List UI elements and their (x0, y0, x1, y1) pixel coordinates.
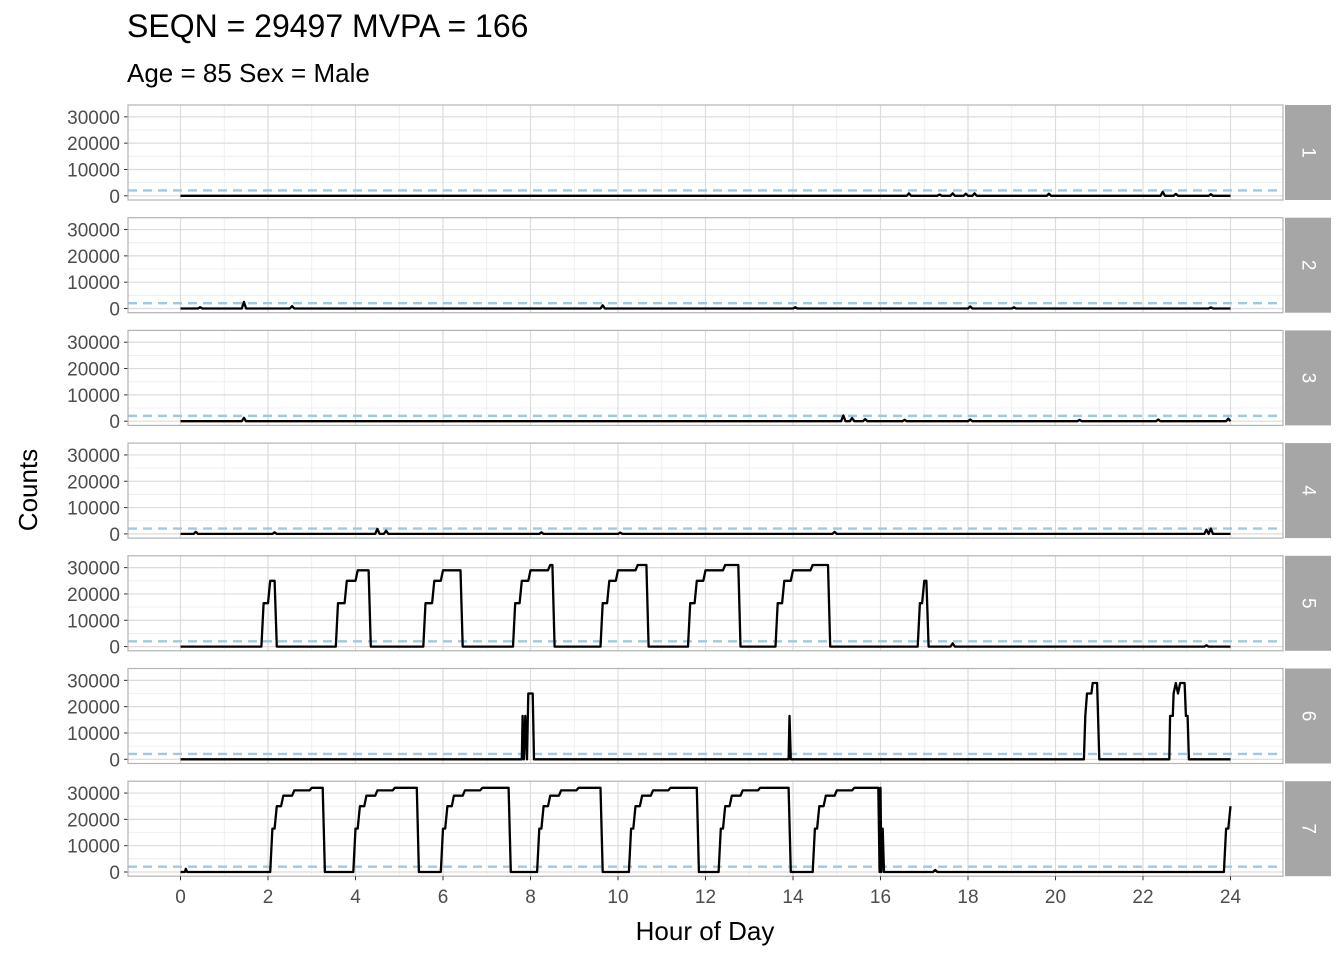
y-tick-label: 30000 (67, 559, 120, 580)
panel-border (127, 217, 1284, 314)
facet-strip (1285, 781, 1331, 877)
chart-title: SEQN = 29497 MVPA = 166 (127, 8, 529, 44)
panel-border (127, 329, 1284, 426)
y-tick-label: 10000 (67, 499, 120, 520)
panel-4: 0 10000 20000 30000 4 (67, 442, 1331, 546)
series-line-day-6 (180, 681, 1231, 761)
facet-strip (1285, 555, 1331, 651)
y-tick-label: 20000 (67, 585, 120, 606)
x-tick-label: 4 (350, 887, 361, 908)
facet-strip-label: 7 (1298, 823, 1319, 834)
facet-strip (1285, 443, 1331, 539)
y-tick-label: 20000 (67, 247, 120, 268)
y-tick-label: 0 (109, 863, 120, 884)
chart-subtitle: Age = 85 Sex = Male (127, 58, 370, 88)
y-tick-label: 20000 (67, 472, 120, 493)
panel-1: 0 10000 20000 30000 1 (67, 104, 1331, 208)
x-axis: 0 2 4 6 8 10 12 14 16 18 20 22 24 (175, 876, 1241, 908)
y-tick-label: 10000 (67, 837, 120, 858)
series-line-day-2 (180, 300, 1231, 310)
facet-strip-label: 3 (1298, 373, 1319, 384)
x-tick-label: 12 (695, 887, 716, 908)
y-axis-title: Counts (13, 449, 43, 531)
y-tick-label: 0 (109, 525, 120, 546)
panel-border (127, 667, 1284, 765)
facet-strip-label: 5 (1298, 598, 1319, 609)
panel-3: 0 10000 20000 30000 3 (67, 329, 1331, 433)
x-tick-label: 2 (263, 887, 274, 908)
panel-border (127, 104, 1284, 201)
x-tick-label: 22 (1132, 887, 1153, 908)
y-tick-label: 30000 (67, 333, 120, 354)
panel-6: 0 10000 20000 30000 6 (67, 667, 1331, 771)
panel-7: 0 10000 20000 30000 7 (67, 780, 1331, 884)
x-tick-label: 24 (1220, 887, 1242, 908)
y-tick-label: 30000 (67, 671, 120, 692)
facet-strip (1285, 217, 1331, 313)
y-tick-label: 0 (109, 638, 120, 659)
panel-5: 0 10000 20000 30000 5 (67, 555, 1331, 659)
facet-strip-label: 1 (1298, 147, 1319, 158)
y-tick-label: 30000 (67, 784, 120, 805)
y-tick-label: 20000 (67, 134, 120, 155)
y-tick-label: 10000 (67, 273, 120, 294)
facet-strip-label: 2 (1298, 260, 1319, 271)
panels-layer: 0100002000030000101000020000300002010000… (67, 104, 1331, 884)
y-tick-label: 10000 (67, 160, 120, 181)
y-tick-label: 10000 (67, 724, 120, 745)
panel-2: 0 10000 20000 30000 2 (67, 217, 1331, 320)
series-line-day-3 (180, 414, 1232, 423)
y-tick-label: 0 (109, 750, 120, 771)
y-tick-label: 0 (109, 299, 120, 320)
y-tick-label: 30000 (67, 446, 120, 467)
series-line-day-7 (180, 786, 1232, 874)
y-tick-label: 10000 (67, 611, 120, 632)
x-tick-label: 18 (957, 887, 978, 908)
y-tick-label: 30000 (67, 108, 120, 129)
facet-strip (1285, 330, 1331, 426)
panel-border (127, 442, 1284, 539)
y-tick-label: 0 (109, 412, 120, 433)
panel-border (127, 555, 1284, 652)
x-tick-label: 14 (782, 887, 804, 908)
y-tick-label: 20000 (67, 698, 120, 719)
facet-strip (1285, 105, 1331, 200)
y-tick-label: 20000 (67, 810, 120, 831)
y-tick-label: 20000 (67, 360, 120, 381)
x-tick-label: 8 (525, 887, 536, 908)
x-tick-label: 20 (1045, 887, 1066, 908)
x-tick-label: 16 (870, 887, 891, 908)
series-line-day-5 (180, 563, 1231, 648)
facet-strip-label: 4 (1298, 485, 1319, 496)
y-tick-label: 30000 (67, 221, 120, 242)
x-tick-label: 10 (607, 887, 628, 908)
series-line-day-1 (180, 190, 1231, 197)
series-line-day-4 (180, 527, 1231, 536)
facet-strip-label: 6 (1298, 711, 1319, 722)
x-axis-title: Hour of Day (636, 916, 775, 946)
x-tick-label: 0 (175, 887, 186, 908)
x-tick-label: 6 (438, 887, 449, 908)
y-tick-label: 10000 (67, 386, 120, 407)
y-tick-label: 0 (109, 187, 120, 208)
facet-strip (1285, 668, 1331, 764)
